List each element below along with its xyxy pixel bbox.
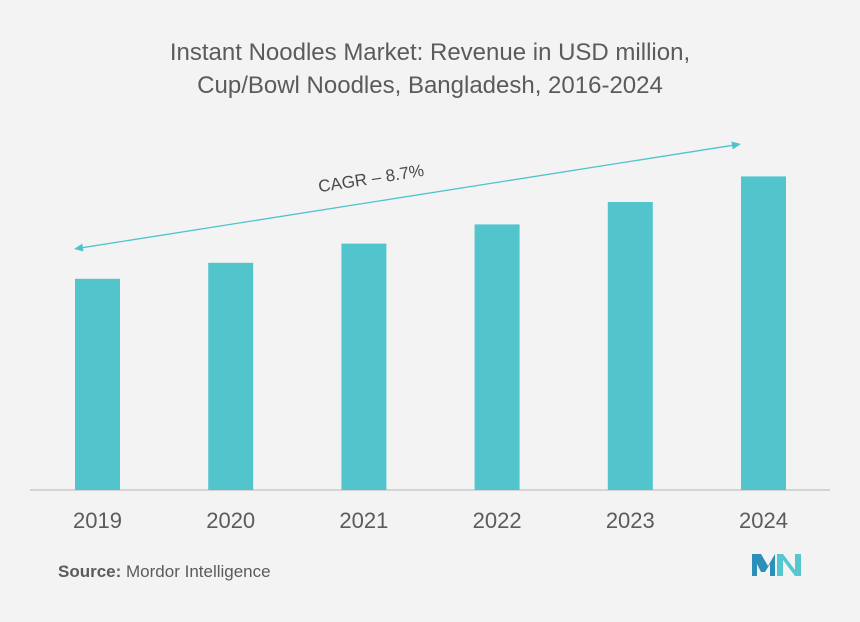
x-tick-label-2023: 2023 xyxy=(606,508,655,533)
bar-2021 xyxy=(341,243,387,490)
bar-2022 xyxy=(474,224,520,490)
source-note: Source: Mordor Intelligence xyxy=(58,562,271,582)
cagr-arrowhead-left xyxy=(74,243,84,252)
bar-2019 xyxy=(75,278,120,490)
x-tick-label-2022: 2022 xyxy=(473,508,522,533)
source-label: Source: xyxy=(58,562,122,581)
bar-2023 xyxy=(607,202,653,490)
chart-title-line-1: Instant Noodles Market: Revenue in USD m… xyxy=(169,39,691,66)
bar-2024 xyxy=(741,176,786,490)
x-tick-label-2020: 2020 xyxy=(206,508,255,533)
cagr-arrowhead-right xyxy=(731,141,741,150)
cagr-annotation: CAGR – 8.7% xyxy=(317,161,425,196)
x-tick-label-2024: 2024 xyxy=(739,508,788,533)
mordor-intelligence-logo xyxy=(752,554,801,576)
chart-title: Instant Noodles Market: Revenue in USD m… xyxy=(0,36,860,102)
cagr-arrow-line xyxy=(79,144,736,249)
x-tick-label-2021: 2021 xyxy=(339,508,388,533)
chart-title-line-2: Cup/Bowl Noodles, Bangladesh, 2016-2024 xyxy=(197,72,663,99)
x-tick-label-2019: 2019 xyxy=(73,508,122,533)
bar-2020 xyxy=(208,262,254,490)
source-text: Mordor Intelligence xyxy=(121,562,271,581)
